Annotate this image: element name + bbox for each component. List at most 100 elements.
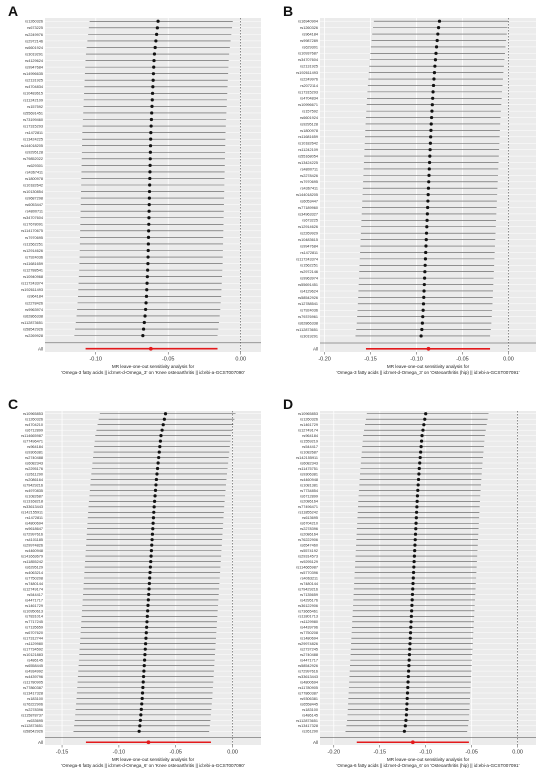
snp-label: rs73665461 (298, 609, 318, 613)
x-tick-label: 0.00 (512, 750, 523, 756)
estimate-point (143, 653, 147, 657)
estimate-point (151, 72, 156, 76)
estimate-point (426, 193, 430, 197)
estimate-point (145, 275, 149, 279)
snp-label: rs11855242 (23, 560, 43, 564)
snp-label: rs157592 (27, 105, 43, 109)
snp-label: rs2972146 (25, 39, 43, 43)
snp-label: rs9295129 (300, 560, 318, 564)
estimate-point (146, 603, 150, 607)
snp-label: rs79376961 (298, 315, 318, 319)
estimate-point (147, 581, 151, 586)
estimate-point (145, 625, 149, 629)
snp-label: rs192611493 (296, 71, 318, 75)
estimate-point (154, 483, 158, 487)
snp-label: rs7135659 (25, 626, 43, 630)
snp-label: rs10182642 (298, 142, 318, 146)
estimate-point (148, 144, 153, 148)
estimate-point (159, 434, 163, 438)
estimate-point (418, 461, 422, 465)
snp-label: rs1260326 (25, 20, 43, 24)
estimate-point (155, 466, 160, 471)
estimate-point (147, 222, 151, 226)
estimate-point (430, 109, 434, 113)
estimate-point (148, 150, 152, 154)
estimate-point (150, 104, 154, 109)
snp-label: rs673225 (302, 219, 318, 223)
snp-label: rs10940968 (23, 275, 43, 279)
snp-label: rs6547460 (300, 544, 318, 548)
snp-label: rs1260326 (300, 418, 318, 422)
snp-label: rs34707604 (298, 58, 318, 62)
estimate-point (137, 729, 141, 733)
x-axis-label: MR leave-one-out sensitivity analysis fo… (387, 364, 470, 369)
snp-label: rs36122906 (298, 604, 318, 608)
estimate-point (151, 516, 156, 520)
panel-d: Drs10965853rs1260326rs1461729rs12749174r… (283, 396, 536, 768)
x-tick-label: -0.15 (373, 750, 386, 756)
estimate-point (416, 483, 420, 487)
estimate-point (152, 52, 157, 56)
snp-label: rs62866338 (23, 314, 43, 318)
estimate-point (141, 685, 145, 690)
estimate-point (412, 554, 416, 558)
x-tick-label: -0.15 (56, 750, 69, 756)
estimate-point (145, 281, 149, 285)
snp-label: rs2278426 (300, 174, 318, 178)
snp-label: rs544417 (27, 593, 43, 597)
estimate-point (409, 625, 413, 629)
estimate-point (426, 205, 430, 210)
snp-label: rs7924036 (300, 309, 318, 313)
estimate-point (410, 598, 414, 602)
panel-letter: C (8, 396, 18, 412)
estimate-point (424, 237, 428, 242)
estimate-point (427, 167, 431, 171)
estimate-point (149, 131, 153, 135)
snp-label: rs4063211 (300, 576, 318, 580)
snp-label: rs58542926 (298, 664, 318, 668)
estimate-point (406, 680, 410, 684)
x-tick-label: -0.20 (318, 357, 331, 363)
estimate-point (152, 499, 157, 503)
estimate-point (404, 718, 408, 722)
estimate-point (414, 516, 418, 520)
estimate-point (410, 592, 415, 597)
snp-label: rs6558445 (300, 702, 318, 706)
snp-label: rs4063214 (25, 571, 43, 575)
estimate-point (152, 510, 156, 514)
x-tick-label: -0.10 (89, 357, 102, 363)
estimate-point (428, 154, 432, 158)
snp-label: rs12788541 (23, 269, 43, 273)
snp-label: rs9306381 (25, 450, 43, 454)
snp-label: rs4460948 (25, 549, 43, 553)
estimate-point (427, 173, 431, 177)
estimate-point (429, 135, 433, 139)
overall-estimate-point (146, 740, 151, 745)
snp-label: rs2086164 (25, 478, 43, 482)
estimate-point (423, 257, 428, 261)
estimate-point (415, 499, 419, 503)
snp-label: rs7750208 (300, 631, 318, 635)
estimate-point (152, 505, 156, 509)
snp-label: rs6082343 (300, 461, 318, 465)
x-axis-label: 'Omega-3 fatty acids || id:met-d-Omega_3… (61, 370, 245, 375)
estimate-point (157, 450, 161, 454)
estimate-point (149, 137, 153, 141)
estimate-point (145, 620, 149, 624)
estimate-point (154, 39, 158, 43)
snp-label: rs11242109 (298, 148, 318, 152)
estimate-point (148, 570, 152, 575)
estimate-point (433, 58, 438, 62)
estimate-point (149, 549, 154, 553)
snp-label: rs141663679 (21, 554, 43, 558)
estimate-point (147, 189, 152, 194)
snp-label: rs77496471 (23, 440, 43, 444)
estimate-point (407, 653, 412, 657)
x-axis-label: MR leave-one-out sensitivity analysis fo… (112, 757, 195, 762)
snp-label: rs9947684 (300, 244, 318, 248)
estimate-point (431, 96, 435, 100)
snp-label: rs9687298 (25, 196, 43, 200)
estimate-point (146, 598, 150, 602)
snp-label: rs79429216 (298, 587, 318, 591)
